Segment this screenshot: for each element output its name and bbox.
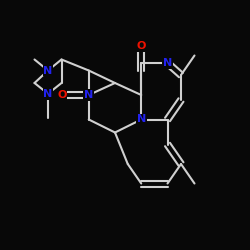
- Text: O: O: [136, 41, 146, 51]
- Text: N: N: [136, 114, 146, 124]
- Text: N: N: [44, 89, 52, 99]
- Text: N: N: [163, 58, 172, 68]
- Text: O: O: [57, 90, 67, 100]
- Text: N: N: [44, 66, 52, 76]
- Text: N: N: [84, 90, 94, 100]
